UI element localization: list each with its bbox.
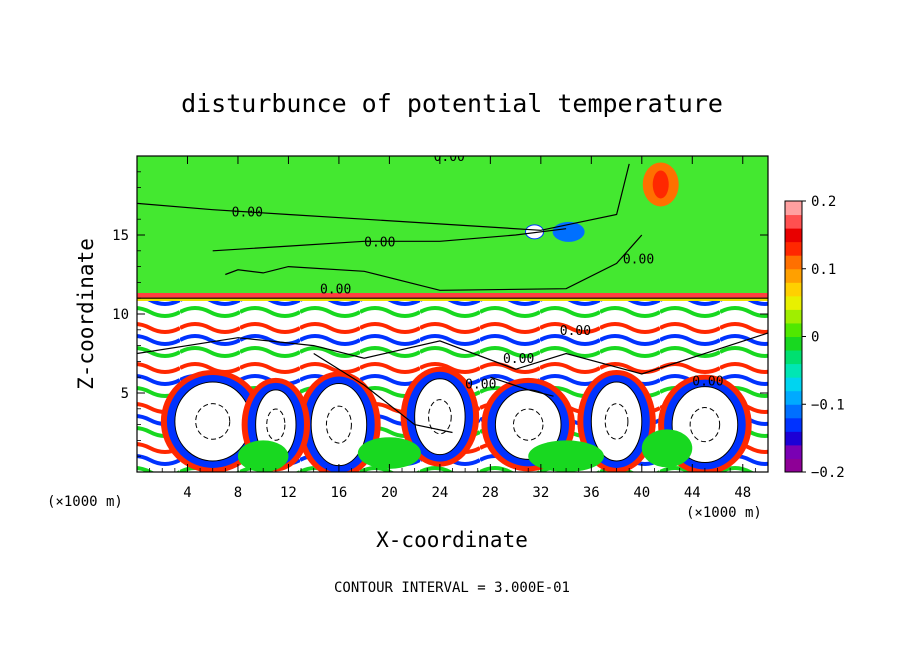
x-tick-label: 24 <box>431 485 448 501</box>
colorbar-swatch <box>785 228 802 243</box>
colorbar-swatch <box>785 336 802 351</box>
colorbar: −0.2 −0.1 0 0.1 0.2 <box>784 194 845 481</box>
colorbar-tick-label: 0.1 <box>811 262 836 278</box>
anomaly-contour <box>325 405 352 444</box>
y-tick-label: 10 <box>112 307 129 323</box>
x-tick-label: 36 <box>583 485 600 501</box>
x-unit-label-right: (×1000 m) <box>686 505 762 521</box>
y-tick-label: 15 <box>112 228 129 244</box>
contour-label: 0.00 <box>465 378 496 393</box>
colorbar-swatch <box>785 444 802 459</box>
x-tick-label: 8 <box>234 485 242 501</box>
tropopause-yellow <box>137 298 768 301</box>
colorbar-swatch <box>785 201 802 216</box>
x-tick-label: 12 <box>280 485 297 501</box>
plot-area: 0.00 0.00 0.00 0.00 0.00 0.00 0.00 0.00 0.00 <box>137 150 768 472</box>
tropopause-line <box>137 293 768 298</box>
contour-label: 0.00 <box>232 205 263 220</box>
colorbar-tick-label: 0.2 <box>811 194 836 210</box>
colorbar-swatch <box>785 295 802 310</box>
contour-line <box>137 332 768 375</box>
colorbar-swatch <box>785 255 802 270</box>
x-tick-label: 48 <box>734 485 751 501</box>
colorbar-tick-label: −0.2 <box>811 465 845 481</box>
anomaly-core <box>590 381 643 462</box>
anomaly-neutral <box>237 440 289 472</box>
colorbar-swatch <box>785 309 802 324</box>
anomaly-core <box>414 378 466 456</box>
anomaly-contour <box>266 408 286 441</box>
colorbar-swatch <box>785 390 802 405</box>
y-axis-label: Z-coordinate <box>74 238 98 390</box>
chart-title: disturbunce of potential temperature <box>181 89 723 118</box>
x-tick-label: 28 <box>482 485 499 501</box>
x-tick-label: 44 <box>684 485 701 501</box>
colorbar-swatch <box>785 458 802 473</box>
colorbar-swatch <box>785 377 802 392</box>
anomaly-contour <box>512 408 544 441</box>
colorbar-tick-label: −0.1 <box>811 397 845 413</box>
anomaly-contour <box>195 403 231 440</box>
colorbar-swatch <box>785 431 802 446</box>
colorbar-swatch <box>785 322 802 337</box>
contour-label: 0.00 <box>503 352 534 367</box>
colorbar-swatch <box>785 214 802 229</box>
x-tick-label: 40 <box>633 485 650 501</box>
colorbar-swatch <box>785 417 802 432</box>
x-tick-label: 32 <box>532 485 549 501</box>
anomaly-core <box>174 381 252 462</box>
colorbar-swatch <box>785 363 802 378</box>
contour-label: 0.00 <box>623 253 654 268</box>
contour-label: 0.00 <box>320 283 351 298</box>
contour-lines: 0.00 0.00 0.00 0.00 0.00 0.00 0.00 0.00 0.00 <box>137 150 768 434</box>
contour-label: 0.00 <box>434 150 465 165</box>
colorbar-tick-label: 0 <box>811 330 819 346</box>
contour-label: 0.00 <box>364 235 395 250</box>
colorbar-swatch <box>785 241 802 256</box>
anomaly-neutral <box>528 440 604 472</box>
contour-label: 0.00 <box>560 324 591 339</box>
colorbar-swatch <box>785 404 802 419</box>
y-tick-label: 5 <box>121 386 129 402</box>
anomaly-warm-upper-core <box>652 170 669 199</box>
x-axis-label: X-coordinate <box>376 528 528 552</box>
x-unit-label-left: (×1000 m) <box>47 494 123 510</box>
contour-line <box>212 228 567 252</box>
contour-line <box>313 352 453 434</box>
contour-line <box>225 234 643 291</box>
anomaly-cold-upper <box>552 221 585 242</box>
x-axis: 4 8 12 16 20 24 28 32 36 40 44 48 <box>149 156 756 501</box>
anomaly-blobs <box>160 162 752 472</box>
contour-label: 0.00 <box>692 374 723 389</box>
x-tick-label: 4 <box>183 485 191 501</box>
colorbar-swatch <box>785 282 802 297</box>
anomaly-contour <box>689 407 721 443</box>
contour-interval-label: CONTOUR INTERVAL = 3.000E-01 <box>334 580 570 596</box>
colorbar-swatch <box>785 350 802 365</box>
contour-line <box>137 163 630 231</box>
x-tick-label: 20 <box>381 485 398 501</box>
anomaly-contour <box>428 399 452 435</box>
anomaly-contour <box>604 403 629 440</box>
anomaly-neutral <box>641 429 693 468</box>
x-tick-label: 16 <box>330 485 347 501</box>
contour-line <box>490 376 554 397</box>
colorbar-swatch <box>785 268 802 283</box>
anomaly-neutral <box>357 437 421 469</box>
y-axis: 5 10 15 <box>112 171 768 457</box>
